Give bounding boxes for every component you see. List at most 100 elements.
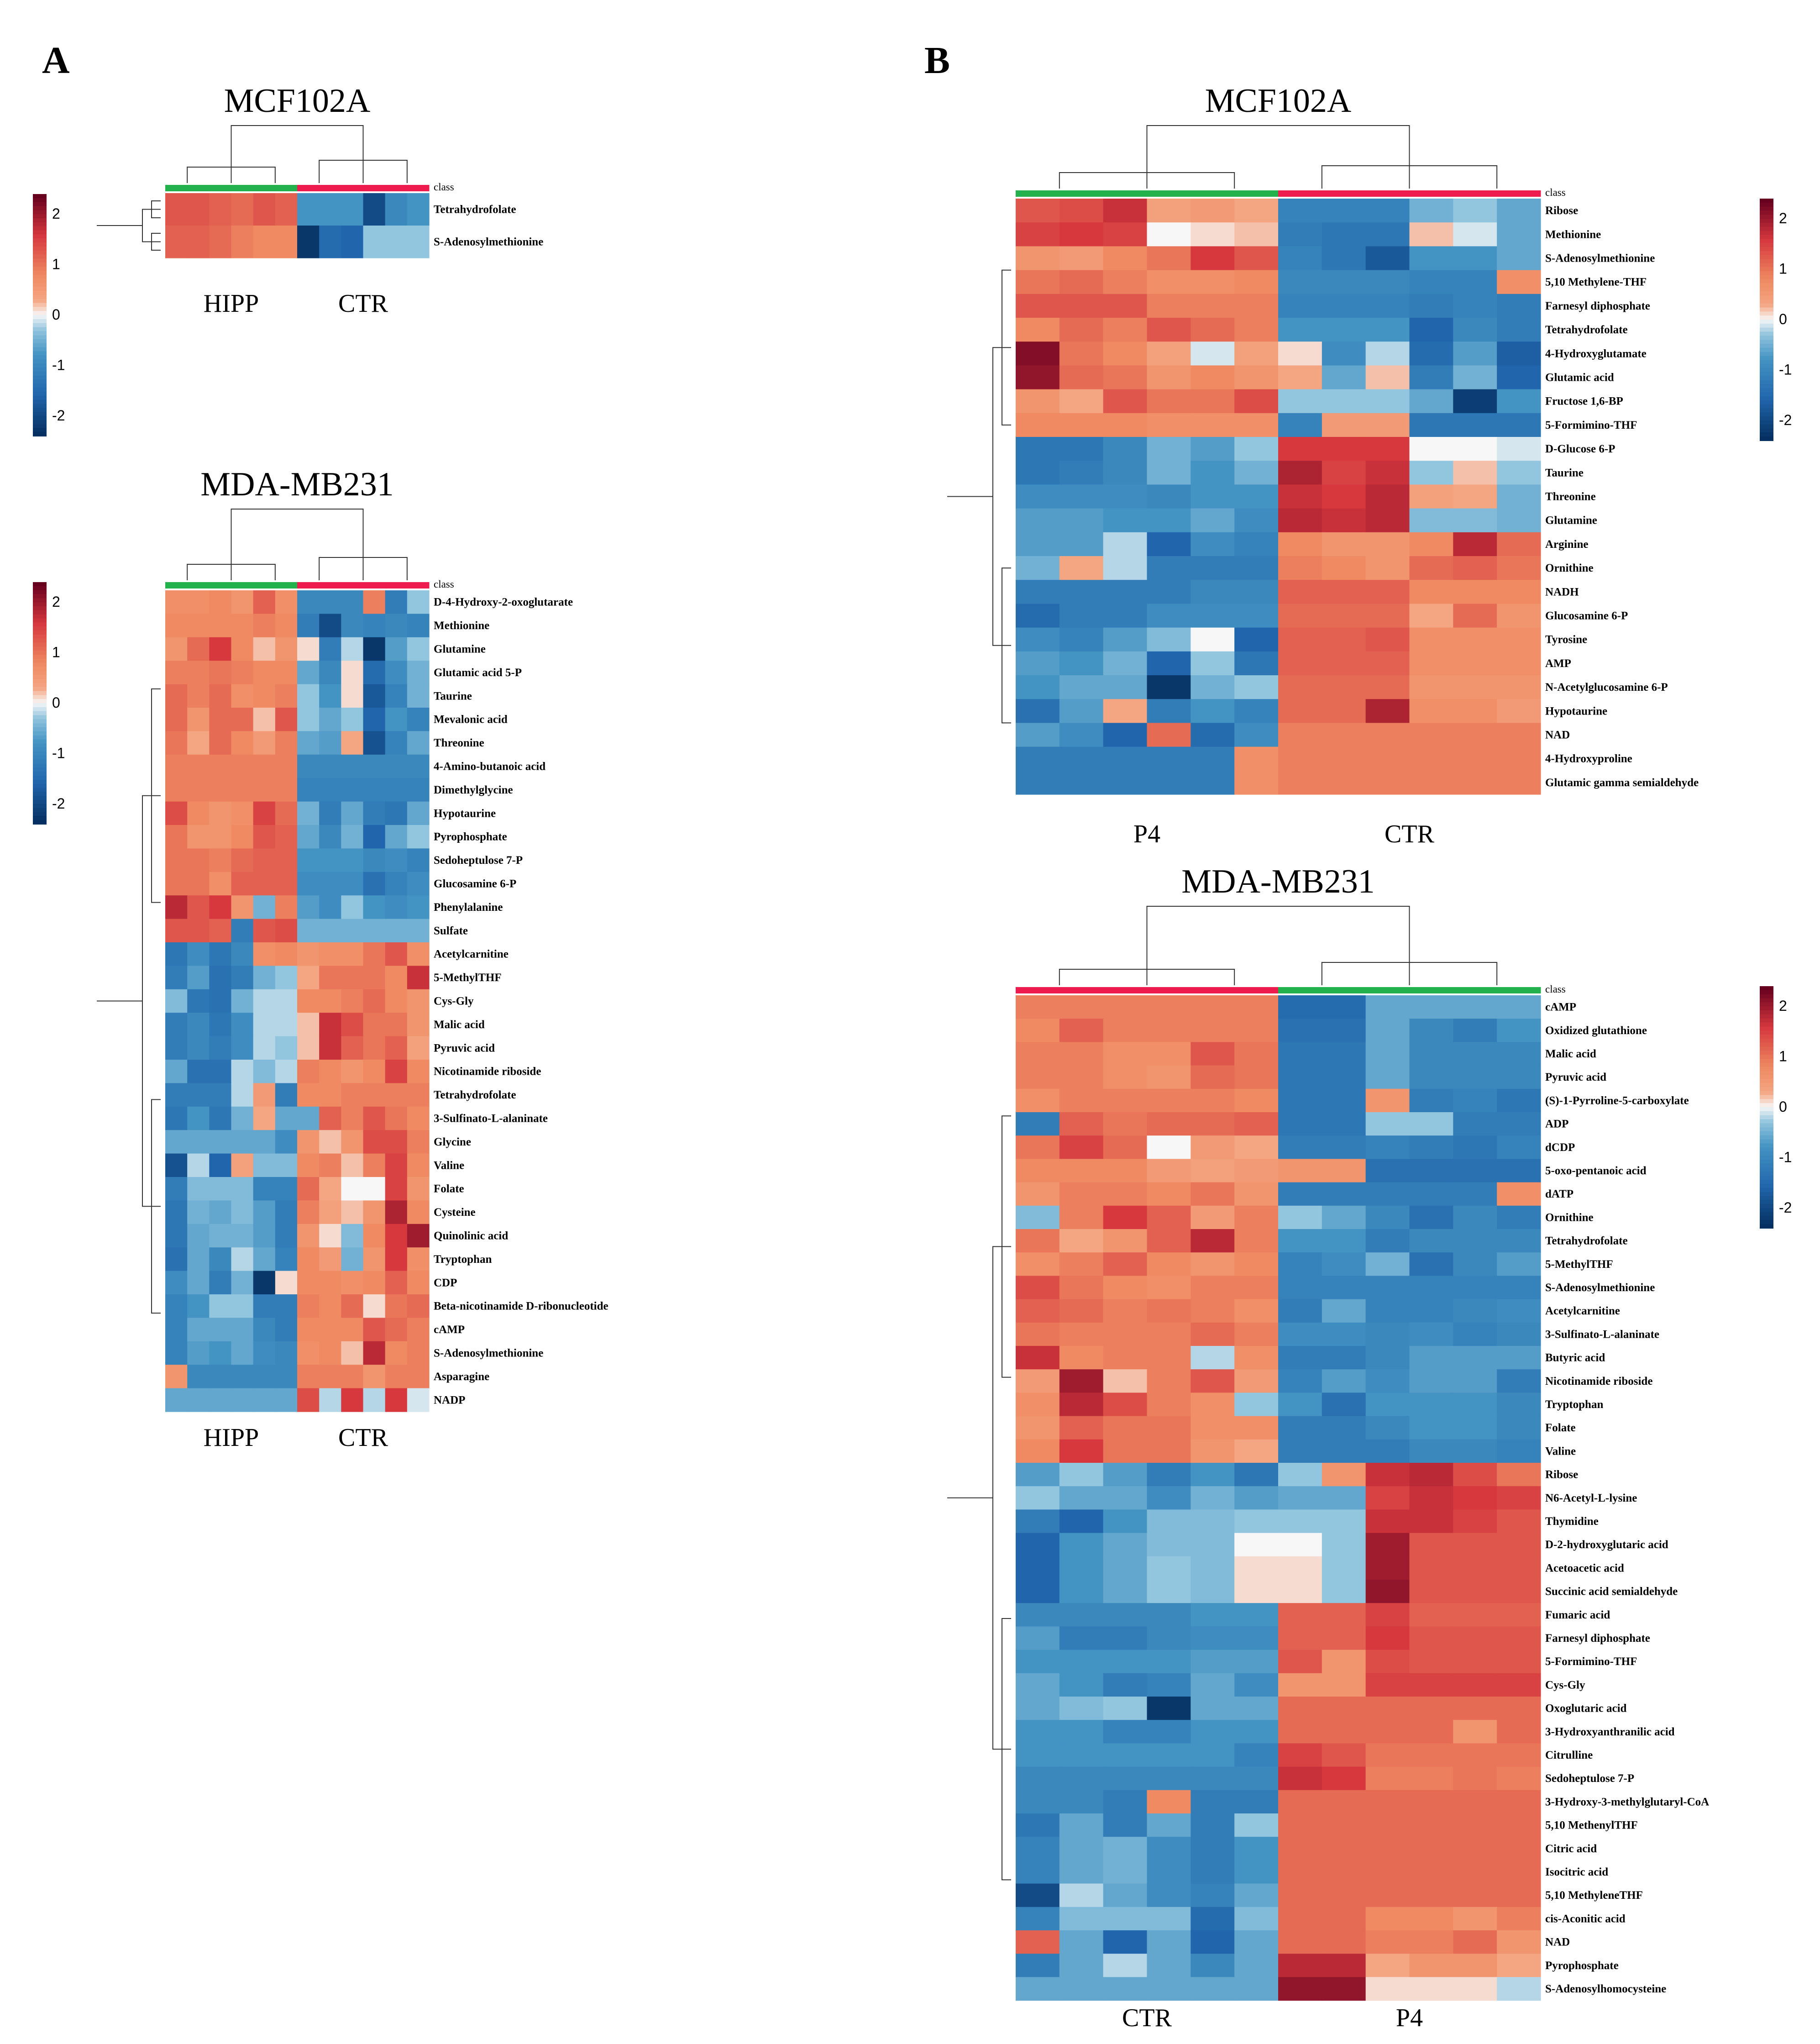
group-label: CTR: [1122, 2004, 1172, 2032]
heatmap-cell: [1147, 1697, 1191, 1720]
heatmap-cell: [1191, 1954, 1235, 1977]
heatmap-cell: [1453, 1346, 1497, 1370]
heatmap-cell: [1191, 604, 1235, 628]
heatmap-cell: [1016, 1533, 1060, 1557]
heatmap-cell: [1497, 342, 1541, 366]
heatmap-cell: [1453, 580, 1497, 604]
heatmap-cell: [1497, 699, 1541, 723]
heatmap-cell: [275, 1294, 298, 1318]
heatmap-cell: [1234, 1580, 1279, 1603]
color-scale-segment: [33, 735, 47, 740]
heatmap-cell: [407, 1247, 430, 1272]
heatmap-cell: [1191, 723, 1235, 747]
heatmap-cell: [1365, 1042, 1410, 1066]
heatmap-cell: [341, 684, 364, 708]
color-scale-segment: [1760, 320, 1773, 324]
heatmap-cell: [1234, 1930, 1279, 1954]
heatmap-cell: [1234, 1556, 1279, 1580]
heatmap-cell: [1365, 1019, 1410, 1042]
heatmap-cell: [319, 754, 341, 778]
row-label: Glucosamine 6-P: [434, 878, 516, 890]
heatmap-cell: [1147, 995, 1191, 1019]
heatmap-cell: [1453, 1369, 1497, 1393]
heatmap-cell: [1147, 294, 1191, 318]
color-scale-segment: [33, 711, 47, 716]
heatmap-cell: [1365, 270, 1410, 294]
row-label: 5,10 MethyleneTHF: [1545, 1889, 1643, 1902]
heatmap-cell: [363, 193, 386, 226]
row-label: S-Adenosylmethionine: [1545, 252, 1655, 265]
row-label: Glutamine: [1545, 515, 1597, 527]
heatmap-cell: [1191, 1580, 1235, 1603]
color-scale-segment: [1760, 1183, 1773, 1188]
color-scale-segment: [33, 634, 47, 639]
heatmap-cell: [319, 1083, 341, 1107]
color-scale-segment: [1760, 420, 1773, 425]
heatmap-cell: [1191, 1182, 1235, 1206]
heatmap-cell: [319, 661, 341, 685]
heatmap-cell: [275, 895, 298, 920]
heatmap-cell: [1059, 1322, 1104, 1346]
heatmap-cell: [1147, 699, 1191, 723]
heatmap-cell: [187, 193, 210, 226]
heatmap-cell: [363, 801, 386, 825]
heatmap-cell: [1016, 1463, 1060, 1487]
heatmap-cell: [1497, 1346, 1541, 1370]
heatmap-cell: [319, 193, 341, 226]
heatmap-cell: [231, 590, 254, 614]
heatmap-cell: [1365, 1977, 1410, 2001]
heatmap-cell: [1278, 508, 1322, 533]
heatmap-cell: [407, 226, 430, 258]
heatmap-cell: [297, 193, 320, 226]
color-scale-segment: [1760, 1200, 1773, 1204]
heatmap-cell: [1453, 461, 1497, 485]
heatmap-cell: [1453, 1626, 1497, 1650]
heatmap-cell: [1016, 1252, 1060, 1276]
row-label: Cys-Gly: [1545, 1679, 1585, 1691]
heatmap-cell: [1453, 294, 1497, 318]
heatmap-cell: [1191, 365, 1235, 390]
heatmap-cell: [1453, 675, 1497, 699]
heatmap-cell: [1103, 437, 1148, 461]
heatmap-cell: [1453, 627, 1497, 652]
row-label: Mevalonic acid: [434, 714, 508, 726]
heatmap-cell: [1278, 484, 1322, 509]
heatmap-cell: [363, 1106, 386, 1130]
color-scale-segment: [33, 404, 47, 409]
heatmap-cell: [1278, 1533, 1322, 1557]
heatmap-cell: [1365, 199, 1410, 223]
heatmap-cell: [1059, 1650, 1104, 1674]
heatmap-cell: [275, 1365, 298, 1389]
color-scale-segment: [1760, 231, 1773, 236]
heatmap-cell: [297, 872, 320, 896]
heatmap-cell: [1453, 1860, 1497, 1884]
heatmap-cell: [1103, 1790, 1148, 1814]
heatmap-cell: [363, 1083, 386, 1107]
heatmap-cell: [165, 684, 188, 708]
heatmap-cell: [297, 1106, 320, 1130]
heatmap-cell: [253, 708, 276, 731]
heatmap-cell: [319, 1247, 341, 1272]
row-label: Citric acid: [1545, 1843, 1597, 1855]
color-scale-tick: 2: [1779, 998, 1787, 1014]
row-dendrogram: [97, 200, 161, 251]
heatmap-cell: [231, 226, 254, 258]
heatmap-cell: [1059, 1159, 1104, 1183]
heatmap-cell: [1059, 1088, 1104, 1113]
heatmap-cell: [1409, 699, 1453, 723]
heatmap-cell: [1059, 1486, 1104, 1510]
heatmap-cell: [1497, 1580, 1541, 1603]
heatmap-cell: [275, 1247, 298, 1272]
heatmap-cell: [341, 825, 364, 849]
heatmap-cell: [341, 193, 364, 226]
heatmap-cell: [1322, 1697, 1366, 1720]
class-bar-cell: [407, 582, 430, 589]
color-scale-segment: [1760, 360, 1773, 365]
heatmap-cell: [1059, 1837, 1104, 1860]
heatmap-cell: [1059, 1369, 1104, 1393]
heatmap-cell: [363, 1036, 386, 1060]
heatmap-cell: [209, 590, 232, 614]
heatmap-cell: [1147, 1439, 1191, 1463]
heatmap-cell: [209, 1036, 232, 1060]
heatmap-cell: [1278, 1603, 1322, 1627]
